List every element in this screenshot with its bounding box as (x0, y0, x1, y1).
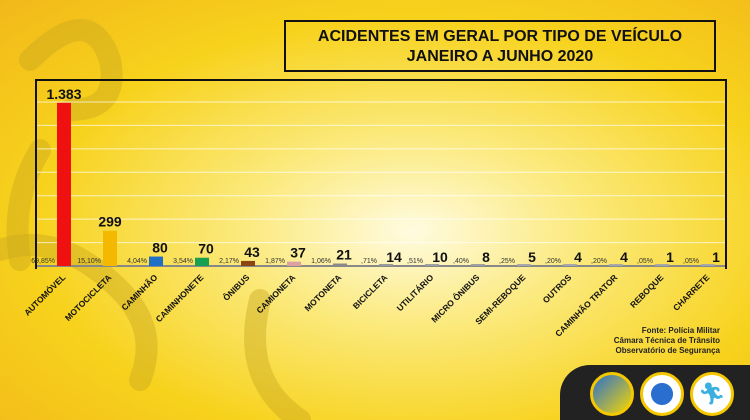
category-label: CHARRETE (671, 272, 712, 313)
source-note: Fonte: Polícia Militar Câmara Técnica de… (614, 326, 720, 356)
source-line1: Fonte: Polícia Militar (641, 326, 720, 335)
percent-label: 15,10% (77, 258, 101, 265)
category-label: BICICLETA (351, 272, 390, 311)
category-label: ÔNIBUS (220, 271, 251, 302)
category-label: MOTONETA (303, 272, 344, 313)
value-label: 21 (336, 247, 352, 263)
value-label: 43 (244, 244, 260, 260)
percent-label: 69,85% (31, 258, 55, 265)
value-label: 37 (290, 245, 306, 261)
value-label: 4 (620, 249, 628, 265)
category-label: UTILITÁRIO (395, 272, 436, 313)
category-label: OUTROS (541, 272, 574, 305)
value-label: 80 (152, 240, 168, 256)
percent-label: 1,06% (311, 258, 331, 265)
category-label: CAMINHONETE (154, 272, 206, 324)
bar (655, 264, 669, 266)
chart-title-line2: JANEIRO A JUNHO 2020 (406, 48, 594, 65)
pvt-foz-logo: 🏃︎ (690, 372, 734, 416)
bar (425, 264, 439, 266)
category-label: MOTOCICLETA (63, 272, 114, 323)
value-label: 1 (666, 249, 674, 265)
bar (609, 264, 623, 266)
value-label: 14 (386, 249, 402, 265)
value-label: 8 (482, 249, 490, 265)
value-label: 10 (432, 249, 448, 265)
bar (241, 260, 255, 266)
percent-label: ,51% (407, 258, 423, 265)
bar (563, 264, 577, 266)
bar (333, 263, 347, 266)
category-label: SEMI-REBOQUE (473, 272, 527, 326)
bar (195, 257, 209, 266)
percent-label: 2,17% (219, 258, 239, 265)
source-line2: Câmara Técnica de Trânsito (613, 336, 720, 345)
percent-label: 4,04% (127, 258, 147, 265)
percent-label: ,40% (453, 258, 469, 265)
category-label: REBOQUE (628, 272, 666, 310)
bar (379, 264, 393, 266)
percent-label: ,25% (499, 258, 515, 265)
plot-frame (35, 79, 727, 269)
value-label: 1.383 (46, 86, 81, 102)
percent-label: 1,87% (265, 258, 285, 265)
percent-label: ,20% (545, 258, 561, 265)
value-label: 4 (574, 249, 582, 265)
value-label: 5 (528, 249, 536, 265)
chart-title-line1: ACIDENTES EM GERAL POR TIPO DE VEÍCULO (317, 28, 683, 45)
percent-label: ,05% (637, 258, 653, 265)
city-coat-of-arms-logo (640, 372, 684, 416)
percent-label: ,20% (591, 258, 607, 265)
percent-label: ,05% (683, 258, 699, 265)
value-label: 1 (712, 249, 720, 265)
observatorio-logo (590, 372, 634, 416)
category-label: MICRO ÔNIBUS (429, 271, 482, 324)
percent-label: 3,54% (173, 258, 193, 265)
bar (701, 264, 715, 266)
category-label: CAMINHÃO (119, 272, 159, 312)
bar (517, 264, 531, 266)
category-label: CAMIONETA (254, 272, 297, 315)
value-label: 299 (98, 214, 122, 230)
value-label: 70 (198, 241, 214, 257)
bar (103, 230, 117, 266)
bar (57, 102, 71, 266)
source-line3: Observatório de Segurança (615, 346, 720, 355)
bar (149, 256, 163, 266)
chart-title: ACIDENTES EM GERAL POR TIPO DE VEÍCULO J… (284, 20, 716, 72)
bar (471, 264, 485, 266)
percent-label: ,71% (361, 258, 377, 265)
category-label: AUTOMÓVEL (21, 272, 67, 318)
bar (287, 261, 301, 266)
